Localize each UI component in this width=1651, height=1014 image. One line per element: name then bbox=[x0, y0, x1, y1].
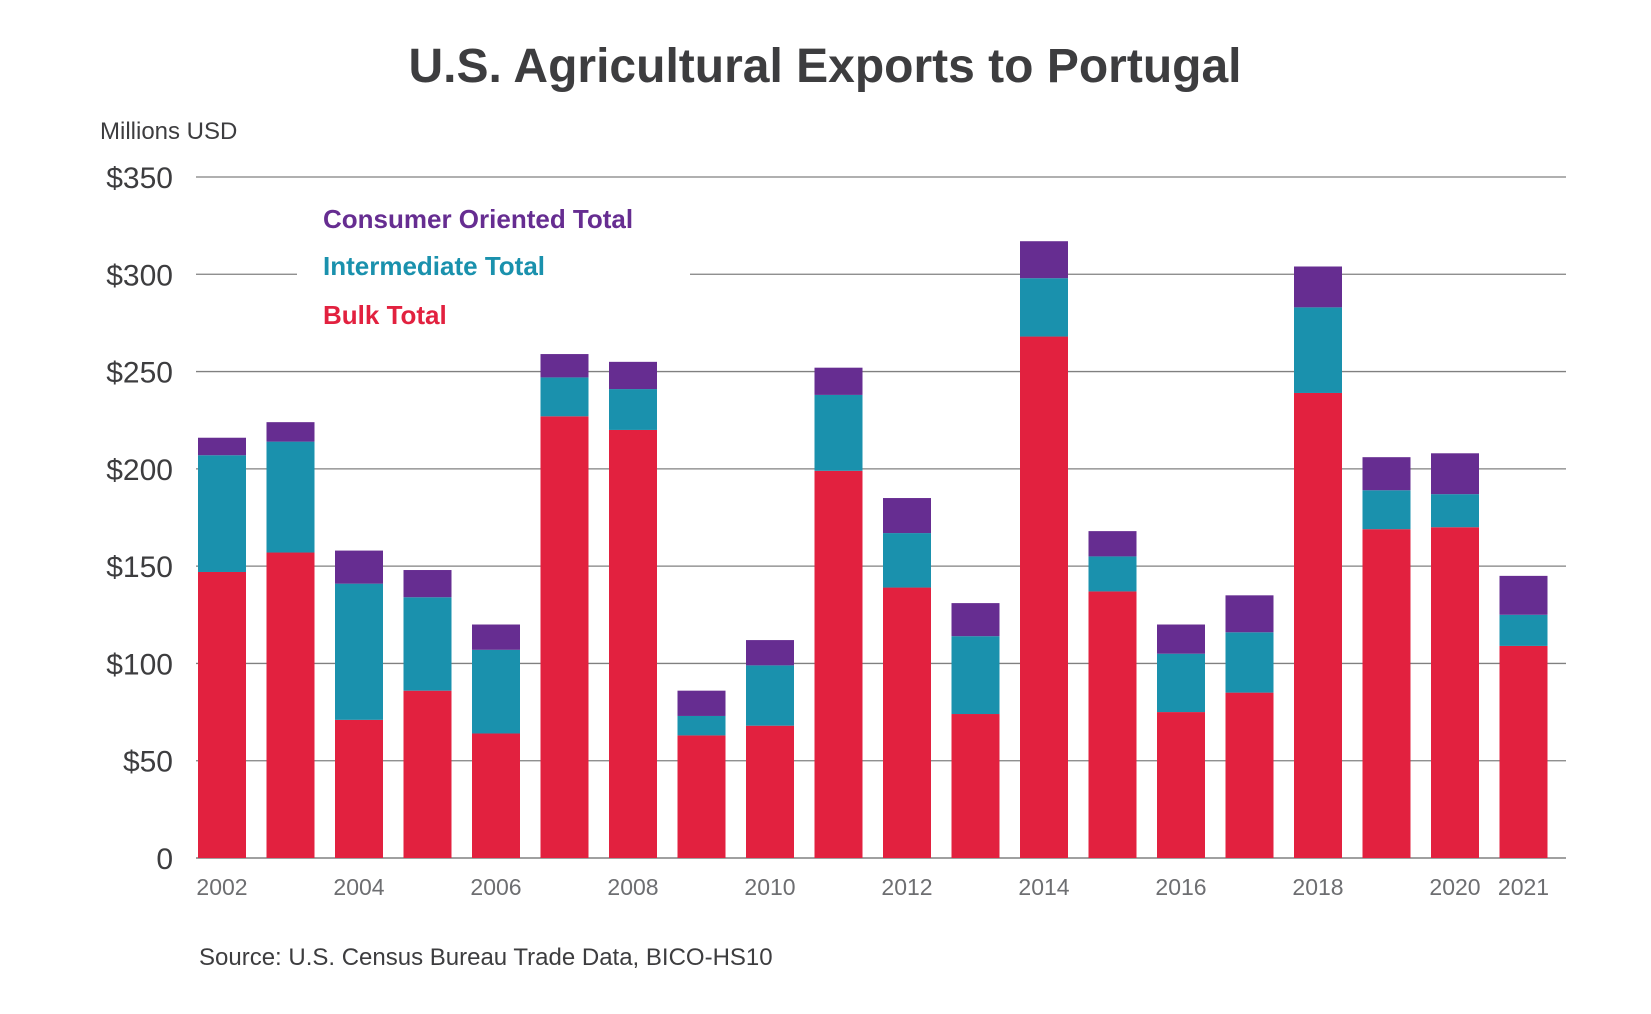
bar-bulk-total-2011 bbox=[814, 470, 863, 858]
bar-consumer-oriented-total-2014 bbox=[1020, 241, 1068, 279]
x-tick-label: 2018 bbox=[1292, 874, 1343, 900]
bar-consumer-oriented-total-2012 bbox=[883, 498, 931, 534]
x-tick-label: 2012 bbox=[881, 874, 932, 900]
chart-title: U.S. Agricultural Exports to Portugal bbox=[409, 40, 1242, 93]
bar-intermediate-total-2005 bbox=[403, 597, 452, 691]
bar-intermediate-total-2004 bbox=[335, 583, 383, 720]
x-tick-label: 2002 bbox=[196, 874, 247, 900]
bar-bulk-total-2014 bbox=[1020, 336, 1068, 858]
bar-consumer-oriented-total-2007 bbox=[540, 354, 589, 378]
x-tick-label: 2016 bbox=[1155, 874, 1206, 900]
bar-consumer-oriented-total-2011 bbox=[814, 367, 863, 395]
source-note: Source: U.S. Census Bureau Trade Data, B… bbox=[199, 944, 773, 971]
legend-entry-intermediate-total: Intermediate Total bbox=[323, 251, 545, 281]
bar-consumer-oriented-total-2006 bbox=[472, 624, 520, 650]
bar-intermediate-total-2003 bbox=[266, 441, 315, 553]
x-tick-label: 2006 bbox=[470, 874, 521, 900]
bar-intermediate-total-2010 bbox=[746, 665, 794, 726]
x-tick-label: 2004 bbox=[333, 874, 384, 900]
x-tick-label: 2021 bbox=[1498, 874, 1549, 900]
bar-intermediate-total-2002 bbox=[198, 455, 246, 572]
bar-consumer-oriented-total-2017 bbox=[1225, 595, 1274, 633]
y-tick-label: $150 bbox=[106, 551, 173, 584]
bar-bulk-total-2020 bbox=[1431, 527, 1479, 858]
y-tick-label: $200 bbox=[106, 454, 173, 487]
bar-consumer-oriented-total-2004 bbox=[335, 550, 383, 584]
bar-intermediate-total-2006 bbox=[472, 649, 520, 734]
legend-entry-consumer-oriented-total: Consumer Oriented Total bbox=[323, 204, 633, 234]
bar-consumer-oriented-total-2018 bbox=[1294, 266, 1342, 308]
bar-bulk-total-2004 bbox=[335, 719, 383, 858]
bar-consumer-oriented-total-2015 bbox=[1088, 531, 1137, 557]
bar-bulk-total-2009 bbox=[677, 735, 726, 858]
bar-bulk-total-2018 bbox=[1294, 392, 1342, 858]
bar-bulk-total-2002 bbox=[198, 571, 246, 858]
bar-bulk-total-2005 bbox=[403, 690, 452, 858]
y-tick-label: $100 bbox=[106, 648, 173, 681]
bar-bulk-total-2015 bbox=[1088, 591, 1137, 858]
bar-bulk-total-2003 bbox=[266, 552, 315, 858]
bar-consumer-oriented-total-2010 bbox=[746, 640, 794, 666]
x-tick-label: 2010 bbox=[744, 874, 795, 900]
bar-consumer-oriented-total-2002 bbox=[198, 437, 246, 456]
bar-intermediate-total-2014 bbox=[1020, 278, 1068, 337]
bar-intermediate-total-2015 bbox=[1088, 556, 1137, 592]
bar-bulk-total-2006 bbox=[472, 733, 520, 858]
bar-consumer-oriented-total-2005 bbox=[403, 570, 452, 598]
y-axis-ticks: 0 $50 $100 $150 $200 $250 $300 $350 bbox=[106, 162, 173, 876]
bar-bulk-total-2019 bbox=[1362, 529, 1411, 858]
bar-bulk-total-2017 bbox=[1225, 692, 1274, 858]
bar-intermediate-total-2021 bbox=[1499, 614, 1548, 646]
x-tick-label: 2014 bbox=[1018, 874, 1069, 900]
bar-bulk-total-2007 bbox=[540, 416, 589, 858]
bar-bulk-total-2010 bbox=[746, 725, 794, 858]
bar-intermediate-total-2019 bbox=[1362, 490, 1411, 530]
x-axis-ticks: 2002 2004 2006 2008 2010 2012 2014 2016 2018 2020… bbox=[196, 874, 1549, 900]
bar-consumer-oriented-total-2019 bbox=[1362, 457, 1411, 491]
bar-bulk-total-2021 bbox=[1499, 645, 1548, 858]
bar-consumer-oriented-total-2020 bbox=[1431, 453, 1479, 495]
y-tick-label: $300 bbox=[106, 259, 173, 292]
y-tick-label: 0 bbox=[156, 843, 173, 876]
y-tick-label: $50 bbox=[123, 746, 173, 779]
bar-intermediate-total-2018 bbox=[1294, 307, 1342, 393]
bar-intermediate-total-2011 bbox=[814, 394, 863, 471]
y-unit-label: Millions USD bbox=[100, 118, 237, 145]
bars bbox=[198, 241, 1548, 858]
bar-intermediate-total-2012 bbox=[883, 533, 931, 588]
bar-consumer-oriented-total-2003 bbox=[266, 422, 315, 442]
x-tick-label: 2008 bbox=[607, 874, 658, 900]
bar-consumer-oriented-total-2021 bbox=[1499, 575, 1548, 615]
x-tick-label: 2020 bbox=[1429, 874, 1480, 900]
bar-consumer-oriented-total-2016 bbox=[1157, 624, 1205, 654]
bar-bulk-total-2013 bbox=[951, 714, 1000, 858]
bar-intermediate-total-2007 bbox=[540, 377, 589, 417]
bar-consumer-oriented-total-2009 bbox=[677, 690, 726, 716]
bar-intermediate-total-2020 bbox=[1431, 494, 1479, 528]
legend: Consumer Oriented Total Intermediate Tota… bbox=[323, 204, 633, 330]
y-tick-label: $250 bbox=[106, 357, 173, 390]
y-tick-label: $350 bbox=[106, 162, 173, 195]
bar-intermediate-total-2008 bbox=[609, 389, 657, 430]
bar-intermediate-total-2016 bbox=[1157, 653, 1205, 713]
bar-intermediate-total-2009 bbox=[677, 715, 726, 736]
bar-intermediate-total-2013 bbox=[951, 636, 1000, 715]
legend-entry-bulk-total: Bulk Total bbox=[323, 300, 447, 330]
bar-bulk-total-2008 bbox=[609, 429, 657, 858]
bar-consumer-oriented-total-2013 bbox=[951, 603, 1000, 637]
bar-intermediate-total-2017 bbox=[1225, 632, 1274, 693]
bar-bulk-total-2012 bbox=[883, 587, 931, 858]
bar-consumer-oriented-total-2008 bbox=[609, 361, 657, 390]
bar-bulk-total-2016 bbox=[1157, 712, 1205, 858]
